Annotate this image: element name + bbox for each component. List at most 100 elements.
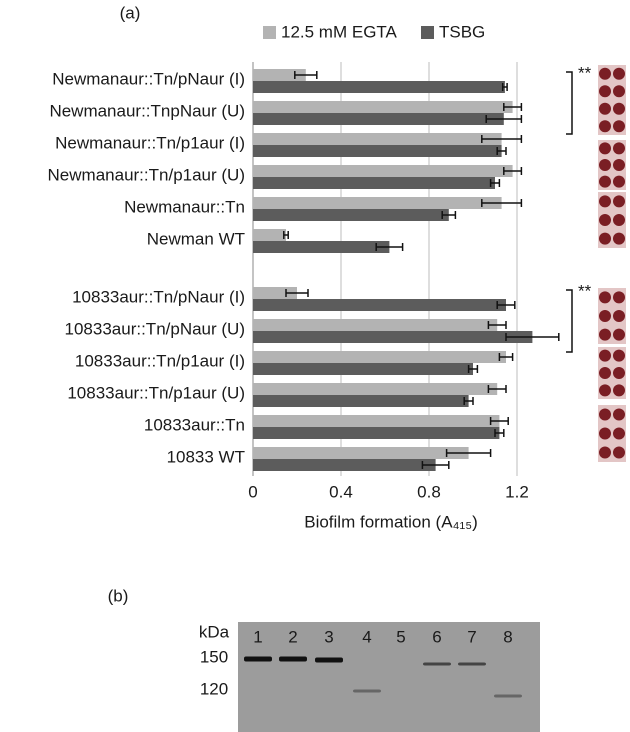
- bar: [253, 81, 505, 93]
- x-tick-label: 0: [248, 482, 257, 501]
- bar: [253, 101, 513, 113]
- well: [613, 349, 625, 362]
- bar: [253, 319, 498, 331]
- bar: [253, 447, 469, 459]
- band: [279, 656, 307, 662]
- category-label: 10833aur::Tn/p1aur (I): [75, 351, 245, 370]
- well: [613, 328, 625, 341]
- bar: [253, 459, 436, 471]
- error-bar: [467, 365, 479, 373]
- error-bar: [503, 167, 523, 175]
- category-label: 10833aur::Tn: [144, 415, 245, 434]
- bar: [253, 395, 469, 407]
- error-bar: [481, 199, 523, 207]
- well: [613, 232, 625, 245]
- blot-unit: kDa: [199, 622, 230, 641]
- band: [353, 689, 381, 693]
- error-bar: [445, 449, 492, 457]
- well: [599, 232, 611, 245]
- error-bar: [496, 147, 507, 155]
- error-bar: [505, 333, 560, 341]
- error-bar: [489, 417, 509, 425]
- error-bar: [503, 103, 523, 111]
- category-label: Newmanaur::Tn/pNaur (I): [52, 69, 245, 88]
- well: [599, 102, 611, 115]
- error-bar: [294, 71, 318, 79]
- well: [613, 85, 625, 98]
- lane-number: 5: [396, 627, 405, 646]
- category-label: 10833aur::Tn/pNaur (U): [65, 319, 245, 338]
- bar: [253, 69, 306, 81]
- error-bar: [481, 135, 523, 143]
- error-bar: [487, 321, 507, 329]
- blot-bands: [244, 656, 522, 698]
- significance-label: **: [578, 63, 592, 82]
- plate-images: [598, 65, 626, 462]
- bar: [253, 383, 498, 395]
- band: [458, 662, 486, 666]
- well: [613, 142, 625, 155]
- well: [613, 159, 625, 171]
- error-bar: [421, 461, 450, 469]
- bar: [253, 145, 502, 157]
- well: [613, 175, 625, 188]
- bar: [253, 331, 533, 343]
- x-tick-label: 1.2: [505, 482, 529, 501]
- blot-marker: 120: [200, 679, 228, 698]
- bar: [253, 133, 502, 145]
- well: [599, 67, 611, 80]
- legend-label: TSBG: [439, 22, 485, 41]
- error-bar: [498, 353, 514, 361]
- well: [599, 214, 611, 226]
- bar: [253, 351, 506, 363]
- well: [599, 310, 611, 322]
- error-bar: [494, 429, 505, 437]
- category-label: Newmanaur::TnpNaur (U): [49, 101, 245, 120]
- bar: [253, 113, 504, 125]
- band: [494, 694, 522, 698]
- error-bar: [441, 211, 457, 219]
- category-label: 10833aur::Tn/pNaur (I): [72, 287, 245, 306]
- x-tick-label: 0.4: [329, 482, 353, 501]
- well: [599, 159, 611, 171]
- error-bar: [501, 83, 508, 91]
- bar: [253, 427, 500, 439]
- bar: [253, 241, 390, 253]
- lane-number: 7: [467, 627, 476, 646]
- significance-label: **: [578, 281, 592, 300]
- lane-number: 1: [253, 627, 262, 646]
- well: [613, 195, 625, 208]
- legend-label: 12.5 mM EGTA: [281, 22, 398, 41]
- category-label: Newmanaur::Tn: [124, 197, 245, 216]
- category-label: Newmanaur::Tn/p1aur (I): [55, 133, 245, 152]
- well: [599, 367, 611, 379]
- well: [599, 328, 611, 341]
- band: [315, 657, 343, 663]
- well: [599, 384, 611, 397]
- panel-label: (b): [108, 586, 129, 605]
- well: [599, 85, 611, 98]
- bar: [253, 197, 502, 209]
- significance-bracket: [566, 71, 573, 135]
- blot-marker: 150: [200, 647, 228, 666]
- lane-number: 6: [432, 627, 441, 646]
- category-label: 10833 WT: [167, 447, 245, 466]
- well: [599, 446, 611, 459]
- well: [599, 427, 611, 440]
- bar: [253, 177, 495, 189]
- band: [423, 662, 451, 666]
- well: [613, 384, 625, 397]
- x-axis-label: Biofilm formation (A₄₁₅): [304, 512, 478, 531]
- error-bar: [485, 115, 523, 123]
- well: [613, 291, 625, 304]
- lane-number: 4: [362, 627, 371, 646]
- bar: [253, 299, 506, 311]
- well: [613, 214, 625, 226]
- well: [613, 367, 625, 379]
- bar: [253, 229, 286, 241]
- error-bar: [463, 397, 474, 405]
- well: [613, 446, 625, 459]
- blot-image: [238, 622, 540, 732]
- error-bar: [489, 179, 501, 187]
- bar: [253, 209, 449, 221]
